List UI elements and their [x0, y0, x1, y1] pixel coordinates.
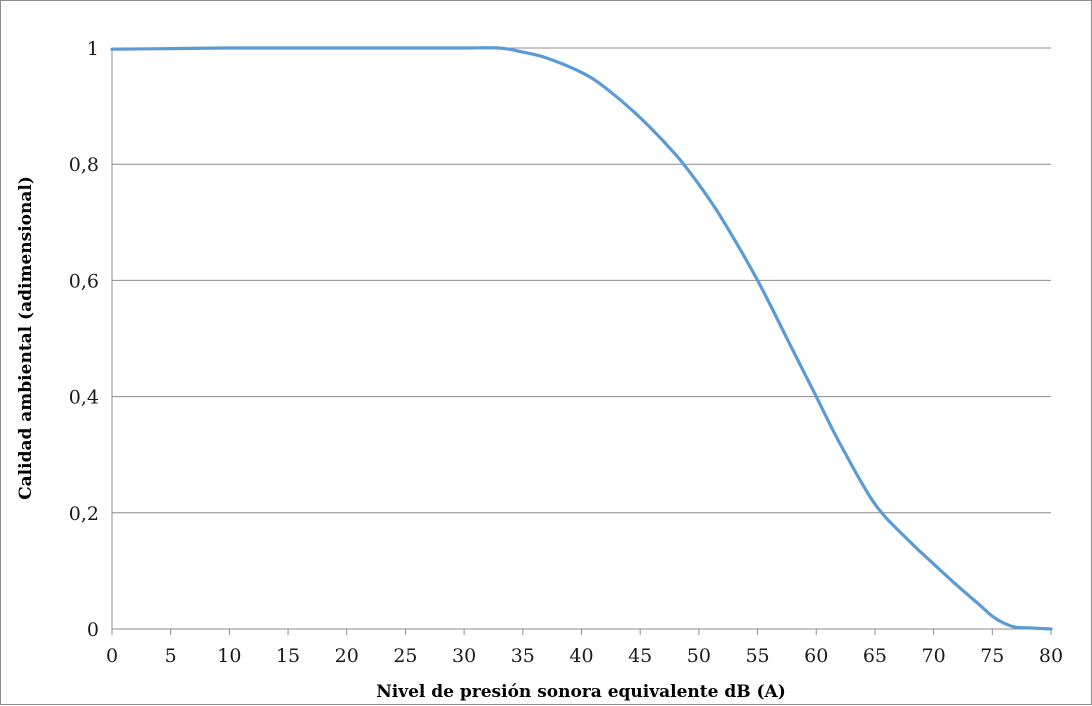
- y-tick-label: 0,8: [69, 154, 99, 176]
- x-tick-label: 75: [980, 645, 1004, 667]
- gridlines: [112, 47, 1051, 514]
- x-tick-label: 20: [335, 645, 359, 667]
- x-tick-label: 35: [511, 645, 535, 667]
- x-tick-label: 15: [276, 645, 300, 667]
- y-tick-labels: 0 0,2 0,4 0,6 0,8 1: [69, 38, 99, 641]
- x-tick-label: 40: [569, 645, 593, 667]
- x-tick-label: 30: [452, 645, 476, 667]
- series-line: [110, 46, 1053, 631]
- x-tick-labels: 0 5 10 15 20 25 30 35 40 45 50 55 60 65 70 75 80: [106, 645, 1063, 667]
- x-tick-label: 45: [628, 645, 652, 667]
- x-tick-label: 0: [106, 645, 118, 667]
- x-tick-label: 80: [1039, 645, 1063, 667]
- x-tick-label: 5: [165, 645, 177, 667]
- x-tick-label: 50: [687, 645, 711, 667]
- x-tick-label: 55: [745, 645, 769, 667]
- y-axis-title: Calidad ambiental (adimensional): [16, 176, 36, 500]
- y-tick-label: 0: [87, 619, 99, 641]
- x-tick-label: 25: [393, 645, 417, 667]
- y-tick-label: 1: [87, 38, 99, 60]
- x-tick-label: 60: [804, 645, 828, 667]
- x-axis-title: Nivel de presión sonora equivalente dB (…: [376, 682, 786, 702]
- x-tick-label: 65: [863, 645, 887, 667]
- y-tick-label: 0,2: [69, 503, 99, 525]
- series: [110, 46, 1053, 631]
- y-tick-label: 0,4: [69, 387, 99, 409]
- x-tick-label: 70: [922, 645, 946, 667]
- y-tick-label: 0,6: [69, 270, 99, 292]
- x-tick-label: 10: [217, 645, 241, 667]
- axes: [111, 48, 1052, 635]
